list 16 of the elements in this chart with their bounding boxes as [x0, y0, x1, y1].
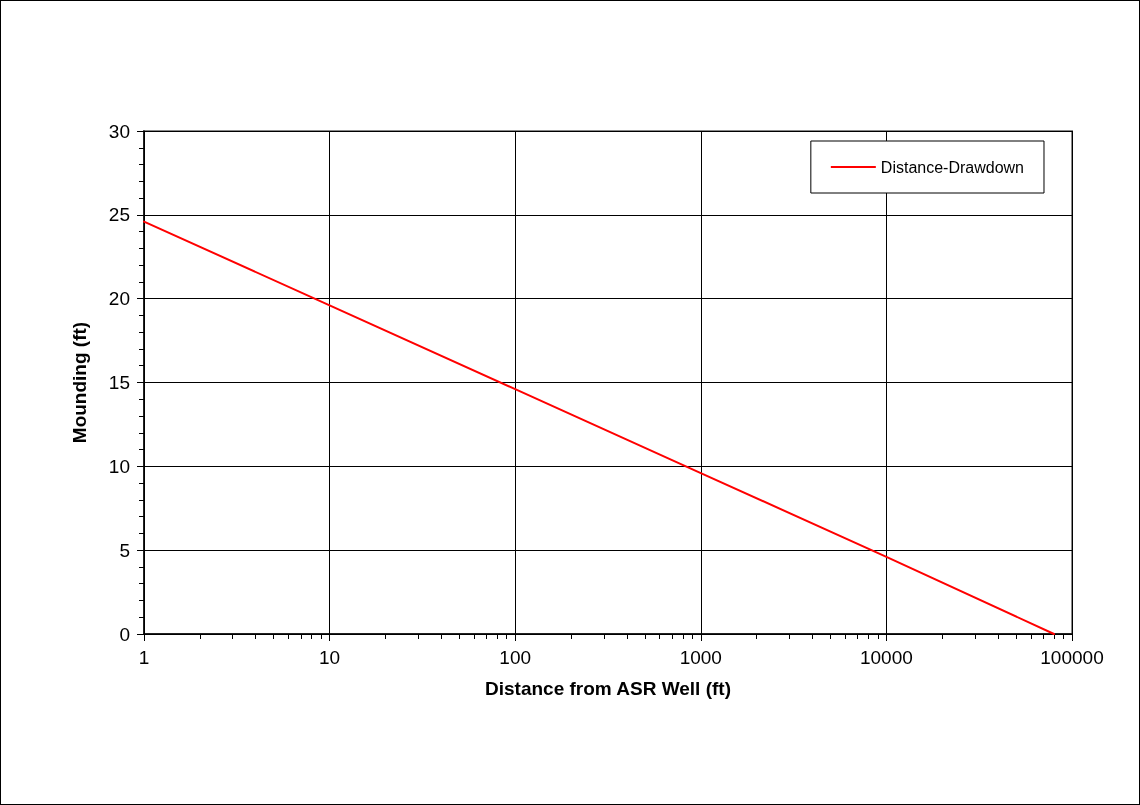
x-tick-label: 1000: [679, 647, 722, 668]
x-tick-label: 10000: [859, 647, 913, 668]
y-tick-label: 10: [108, 455, 130, 477]
y-tick-label: 30: [108, 120, 130, 142]
y-tick-label: 25: [108, 204, 130, 226]
y-axis-title: Mounding (ft): [69, 321, 90, 444]
x-tick-label: 100000: [1040, 647, 1104, 668]
y-tick-label: 5: [119, 539, 130, 561]
y-tick-label: 0: [119, 623, 130, 645]
y-tick-label: 20: [108, 288, 130, 310]
x-tick-label: 1: [138, 647, 150, 668]
x-tick-label: 10: [319, 647, 341, 668]
legend-label: Distance-Drawdown: [880, 158, 1025, 176]
x-tick-label: 100: [499, 647, 532, 668]
x-axis-title: Distance from ASR Well (ft): [485, 678, 731, 699]
y-tick-label: 15: [108, 372, 130, 393]
